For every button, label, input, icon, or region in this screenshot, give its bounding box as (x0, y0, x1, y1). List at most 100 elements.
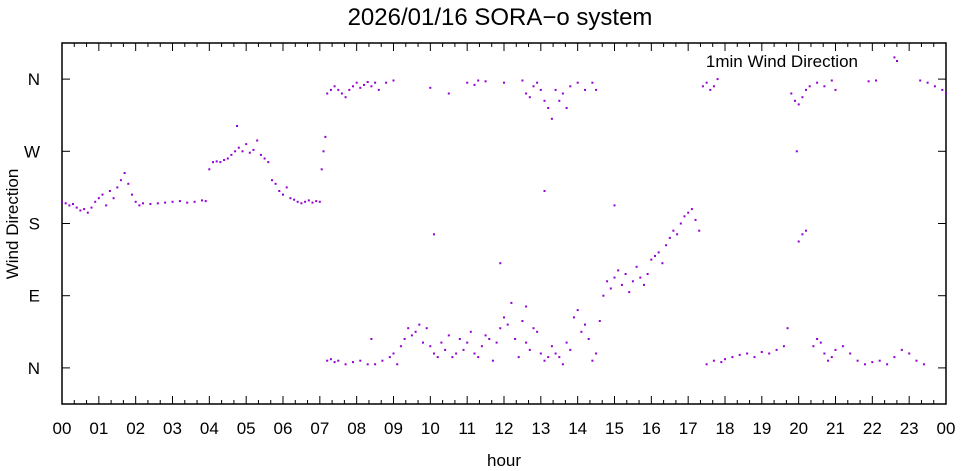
data-point (782, 345, 785, 348)
data-point (237, 146, 240, 149)
x-tick-label: 03 (163, 419, 182, 438)
data-point (941, 88, 944, 91)
data-point (720, 361, 723, 364)
data-point (900, 348, 903, 351)
data-point (212, 161, 214, 164)
data-point (801, 233, 804, 236)
data-point (624, 273, 627, 275)
data-point (532, 327, 535, 330)
data-point (149, 203, 152, 205)
x-tick-label: 01 (89, 419, 108, 438)
data-point (458, 338, 461, 340)
data-point (414, 330, 417, 333)
data-point (731, 356, 734, 359)
data-point (823, 85, 826, 88)
data-point (819, 341, 822, 344)
data-point (573, 316, 575, 319)
data-point (580, 330, 583, 333)
data-point (613, 204, 616, 207)
data-point (668, 236, 671, 239)
data-point (893, 356, 896, 359)
data-point (617, 269, 620, 272)
data-point (539, 88, 542, 91)
data-point (569, 348, 572, 351)
y-tick-label: E (29, 287, 40, 306)
data-point (794, 99, 796, 102)
data-point (795, 150, 798, 153)
data-point (808, 85, 811, 88)
data-point (241, 150, 244, 153)
data-point (300, 202, 303, 205)
data-point (547, 356, 550, 359)
data-point (108, 190, 111, 192)
data-point (849, 352, 852, 355)
data-point (554, 88, 557, 91)
x-tick-label: 04 (200, 419, 219, 438)
data-point (503, 81, 505, 84)
data-point (528, 348, 531, 351)
data-point (816, 81, 819, 84)
data-point (864, 363, 866, 366)
data-point (385, 81, 388, 84)
data-point (738, 353, 741, 356)
data-point (134, 200, 137, 203)
data-point (875, 79, 877, 82)
data-point (473, 83, 476, 86)
data-point (595, 88, 598, 91)
data-point (68, 204, 71, 207)
data-point (746, 352, 749, 355)
data-point (543, 190, 546, 192)
data-point (543, 359, 546, 362)
x-tick-label: 18 (716, 419, 735, 438)
data-point (893, 56, 896, 59)
data-point (333, 85, 336, 88)
data-point (322, 150, 325, 153)
data-point (274, 182, 277, 185)
data-point (878, 359, 881, 362)
data-point (285, 186, 288, 189)
data-point (550, 117, 553, 120)
data-point (201, 199, 203, 202)
x-tick-label: 11 (458, 419, 476, 438)
data-point (569, 85, 572, 88)
data-point (805, 88, 807, 91)
data-point (352, 361, 354, 364)
x-tick-label: 21 (826, 419, 845, 438)
data-point (922, 363, 925, 366)
data-point (933, 85, 936, 88)
data-point (701, 85, 704, 88)
data-point (236, 125, 238, 127)
y-tick-label: N (28, 70, 40, 89)
data-point (127, 182, 130, 185)
x-tick-label: 15 (605, 419, 624, 438)
data-point (558, 356, 561, 359)
data-point (318, 200, 321, 203)
data-point (495, 341, 498, 344)
data-point (396, 363, 399, 366)
data-point (705, 363, 708, 366)
data-point (650, 258, 653, 261)
data-point (709, 88, 712, 91)
data-point (79, 209, 82, 212)
data-point (539, 352, 542, 355)
data-point (786, 327, 789, 330)
data-point (639, 276, 642, 279)
data-point (576, 309, 579, 312)
data-point (620, 283, 623, 286)
data-point (712, 359, 715, 362)
data-point (587, 338, 590, 340)
data-point (805, 229, 807, 232)
data-point (679, 222, 682, 225)
legend: 1min Wind Direction (706, 52, 898, 71)
x-tick-label: 02 (126, 419, 145, 438)
data-point (775, 348, 778, 351)
data-point (344, 363, 347, 366)
data-point (466, 341, 469, 344)
data-point (208, 168, 211, 171)
data-point (370, 85, 373, 88)
data-point (606, 280, 609, 283)
data-point (514, 338, 517, 340)
data-point (436, 356, 439, 359)
data-point (282, 193, 284, 196)
data-point (440, 341, 443, 344)
